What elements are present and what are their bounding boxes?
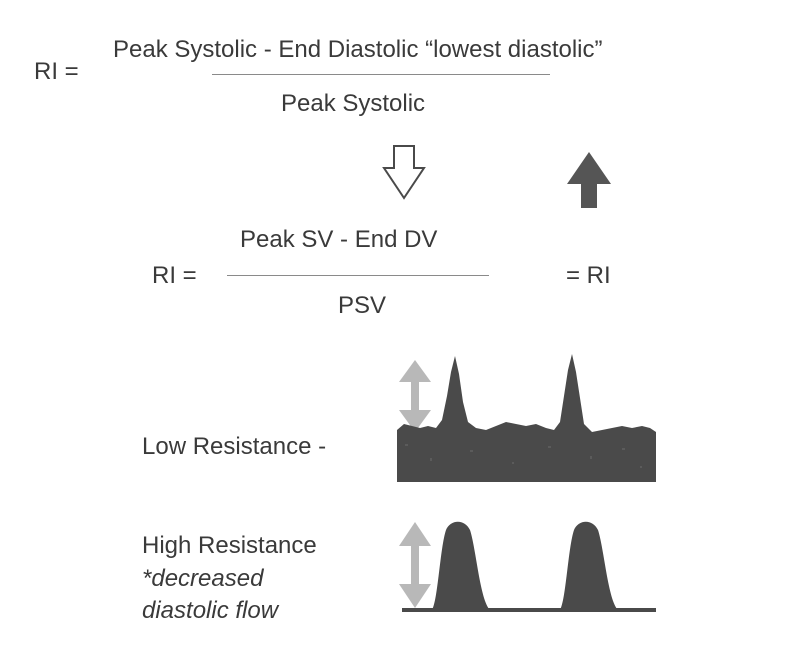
high-resistance-note-line2: diastolic flow (142, 597, 279, 624)
formula-abbrev-denominator: PSV (338, 292, 387, 319)
high-resistance-note-line1: *decreased (142, 565, 264, 592)
ri-label-result: = RI (566, 262, 611, 289)
formula-general-numerator: Peak Systolic - End Diastolic “lowest di… (113, 36, 603, 63)
ri-label-abbrev: RI = (152, 262, 197, 289)
formula-abbrev-fraction-bar (227, 275, 489, 276)
high-resistance-waveform-peak-1 (432, 521, 490, 610)
formula-abbrev-numerator: Peak SV - End DV (240, 226, 438, 253)
solid-up-arrow-icon (567, 152, 611, 208)
low-resistance-waveform (397, 354, 656, 482)
ri-label-general: RI = (34, 58, 79, 85)
formula-general-fraction-bar (212, 74, 550, 75)
high-resistance-label: High Resistance (142, 532, 317, 559)
high-resistance-waveform-peak-2 (560, 521, 618, 610)
double-headed-arrow-icon (399, 522, 431, 608)
low-resistance-texture (405, 444, 642, 468)
low-resistance-label: Low Resistance - (142, 433, 327, 460)
double-headed-arrow-icon (399, 360, 431, 432)
hollow-down-arrow-icon (382, 145, 426, 200)
formula-general-denominator: Peak Systolic (281, 90, 426, 117)
